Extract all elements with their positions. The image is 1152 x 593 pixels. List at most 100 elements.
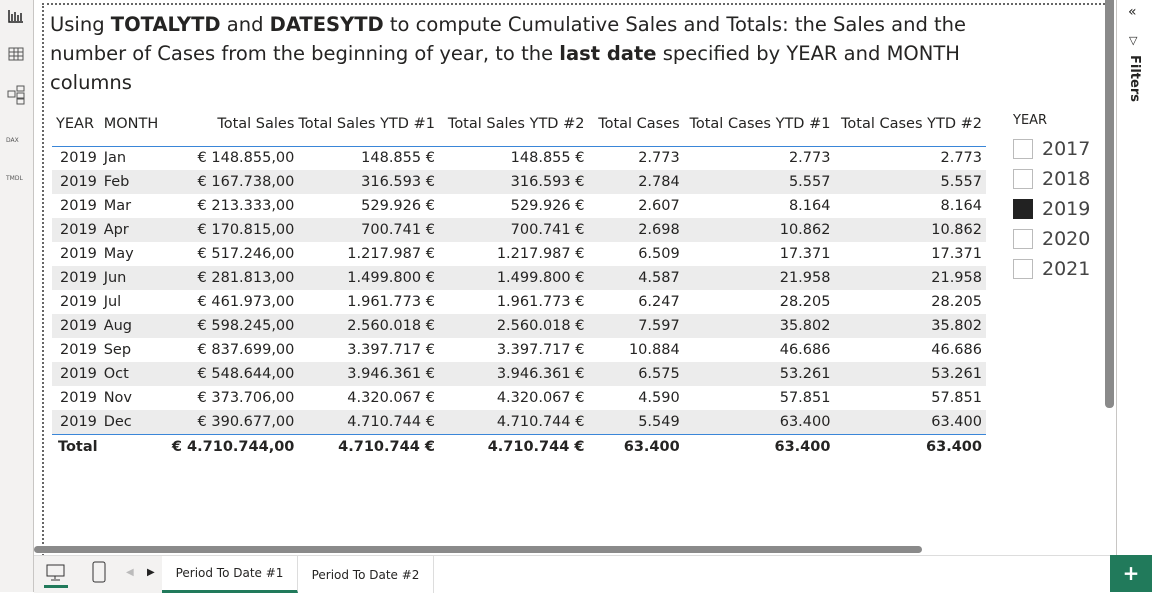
table-cell: 2.773 — [788, 150, 831, 167]
table-row[interactable]: 2019 Jun € 281.813,00 1.499.800 €1.499.800 … — [52, 266, 986, 290]
table-row[interactable]: 2019 May € 517.246,00 1.217.987 € 1.217.987 … — [52, 242, 986, 266]
column-header[interactable]: Total Sales YTD #2 — [438, 112, 589, 147]
table-row[interactable]: 2019 Apr € 170.815,00 700.741 €700.741 €2.6… — [52, 218, 986, 242]
checkbox[interactable] — [1013, 199, 1033, 219]
column-header[interactable]: Total Sales — [167, 112, 299, 147]
checkbox[interactable] — [1013, 139, 1033, 159]
table-cell: Aug — [101, 314, 168, 338]
slicer-item-label: 2019 — [1042, 198, 1091, 220]
table-cell: 316.593 € — [438, 170, 589, 194]
title-text: Using — [50, 13, 111, 36]
total-cell: € 4.710.744,00 — [167, 433, 299, 460]
slicer-item-2017[interactable]: 2017 — [1013, 134, 1090, 164]
text-box-title[interactable]: Using TOTALYTD and DATESYTD to compute C… — [50, 10, 1030, 97]
table-cell: 17.371 — [779, 246, 831, 262]
table-cell: 148.855 € — [361, 150, 435, 167]
table-cell: 2019 — [52, 362, 102, 386]
vertical-scrollbar-thumb[interactable] — [1105, 0, 1114, 408]
column-header[interactable]: Total Cases YTD #2 — [834, 112, 986, 147]
total-cell: 63.400 — [834, 433, 986, 460]
tmdl-view-icon[interactable]: TMDL — [6, 164, 26, 184]
slicer-item-2019[interactable]: 2019 — [1013, 194, 1090, 224]
visual-selection-border — [42, 3, 1105, 563]
page-tab-period-to-date-1[interactable]: Period To Date #1 — [162, 556, 298, 593]
table-cell: € 548.644,00 — [167, 362, 299, 386]
table-cell: 2.773 — [940, 150, 982, 167]
table-cell: Jul — [103, 294, 122, 310]
table-cell: 10.884 — [628, 342, 680, 358]
table-cell: 63.400 — [834, 410, 986, 434]
table-cell: 1.217.987 € — [496, 246, 585, 262]
table-visual[interactable]: YEAR MONTH Total Sales Total Sales YTD #1 To… — [52, 112, 986, 460]
slicer-item-2020[interactable]: 2020 — [1013, 224, 1090, 254]
table-row[interactable]: 2019 Nov € 373.706,00 4.320.067 € 4.320.067 … — [52, 386, 986, 410]
column-header[interactable]: YEAR — [52, 112, 102, 147]
table-cell: 53.261 — [683, 362, 835, 386]
table-cell: Apr — [101, 218, 168, 242]
slicer-item-label: 2018 — [1042, 168, 1091, 190]
report-view-icon[interactable] — [6, 8, 26, 28]
column-header[interactable]: Total Cases YTD #1 — [683, 112, 835, 147]
table-cell: 57.851 — [779, 390, 831, 406]
table-cell: 4.710.744 € — [438, 410, 589, 434]
table-row[interactable]: 2019 Jan € 148.855,00 148.855 € 148.855 € 2.7… — [52, 146, 986, 170]
table-cell: 35.802 — [834, 314, 986, 338]
table-cell: 1.499.800 € — [298, 266, 439, 290]
slicer-item-2021[interactable]: 2021 — [1013, 254, 1090, 284]
table-cell: 3.946.361 € — [298, 362, 439, 386]
expand-chevrons-icon[interactable]: « — [1128, 4, 1137, 20]
filters-pane-collapsed[interactable]: « ▽ Filters — [1116, 0, 1152, 555]
table-cell: € 213.333,00 — [197, 198, 295, 214]
table-cell: May — [103, 246, 134, 262]
page-tab-bar: ◀ ▶ Period To Date #1 Period To Date #2 — [34, 555, 1110, 593]
page-tab-period-to-date-2[interactable]: Period To Date #2 — [298, 556, 434, 593]
table-cell: 3.946.361 € — [438, 362, 589, 386]
table-cell: 10.862 — [834, 218, 986, 242]
slicer-title: YEAR — [1013, 113, 1048, 128]
table-cell: 2019 — [60, 294, 97, 310]
table-cell: 148.855 € — [510, 150, 585, 167]
slicer-item-label: 2021 — [1042, 258, 1091, 280]
table-row[interactable]: 2019 Mar € 213.333,00 529.926 € 529.926 € 2.6… — [52, 194, 986, 218]
model-view-icon[interactable] — [6, 85, 26, 105]
scroll-tabs-right-icon[interactable]: ▶ — [147, 567, 155, 578]
total-cell: 63.400 — [588, 433, 684, 460]
table-cell: Feb — [101, 170, 168, 194]
filters-label: Filters — [1127, 55, 1142, 102]
table-cell: 6.575 — [588, 362, 684, 386]
mobile-layout-icon[interactable] — [92, 561, 106, 587]
table-view-icon[interactable] — [6, 46, 26, 66]
horizontal-scrollbar-thumb[interactable] — [34, 546, 922, 553]
table-row[interactable]: 2019 Dec € 390.677,00 4.710.744 €4.710.744 … — [52, 410, 986, 434]
table-cell: 53.261 — [834, 362, 986, 386]
checkbox[interactable] — [1013, 259, 1033, 279]
table-cell: € 148.855,00 — [197, 150, 295, 167]
desktop-layout-icon[interactable] — [44, 562, 68, 588]
table-row[interactable]: 2019 Aug € 598.245,00 2.560.018 €2.560.018 … — [52, 314, 986, 338]
title-bold-datesytd: DATESYTD — [269, 13, 384, 36]
table-row[interactable]: 2019 Jul € 461.973,00 1.961.773 € 1.961.773 … — [52, 290, 986, 314]
table-cell: 2.607 — [638, 198, 680, 214]
checkbox[interactable] — [1013, 169, 1033, 189]
column-header[interactable]: MONTH — [101, 112, 168, 147]
checkbox[interactable] — [1013, 229, 1033, 249]
table-cell: 2019 — [60, 198, 97, 214]
table-cell: 46.686 — [779, 342, 831, 358]
table-cell: Nov — [103, 390, 132, 406]
table-cell: € 281.813,00 — [167, 266, 299, 290]
table-cell: € 598.245,00 — [167, 314, 299, 338]
table-cell: 316.593 € — [298, 170, 439, 194]
column-header[interactable]: Total Sales YTD #1 — [298, 112, 439, 147]
scroll-tabs-left-icon[interactable]: ◀ — [126, 567, 134, 578]
table-row[interactable]: 2019 Feb € 167.738,00 316.593 €316.593 €2.7… — [52, 170, 986, 194]
table-row[interactable]: 2019 Sep € 837.699,00 3.397.717 € 3.397.717 … — [52, 338, 986, 362]
table-row[interactable]: 2019 Oct € 548.644,00 3.946.361 €3.946.361 … — [52, 362, 986, 386]
slicer-item-2018[interactable]: 2018 — [1013, 164, 1090, 194]
table-cell: 5.549 — [588, 410, 684, 434]
title-text: specified by YEAR and MONTH columns — [50, 42, 960, 94]
table-cell: 4.320.067 € — [496, 390, 585, 406]
add-page-button[interactable]: + — [1110, 555, 1152, 592]
table-cell: Oct — [101, 362, 168, 386]
dax-query-view-icon[interactable]: DAX — [6, 126, 26, 146]
column-header[interactable]: Total Cases — [588, 112, 684, 147]
